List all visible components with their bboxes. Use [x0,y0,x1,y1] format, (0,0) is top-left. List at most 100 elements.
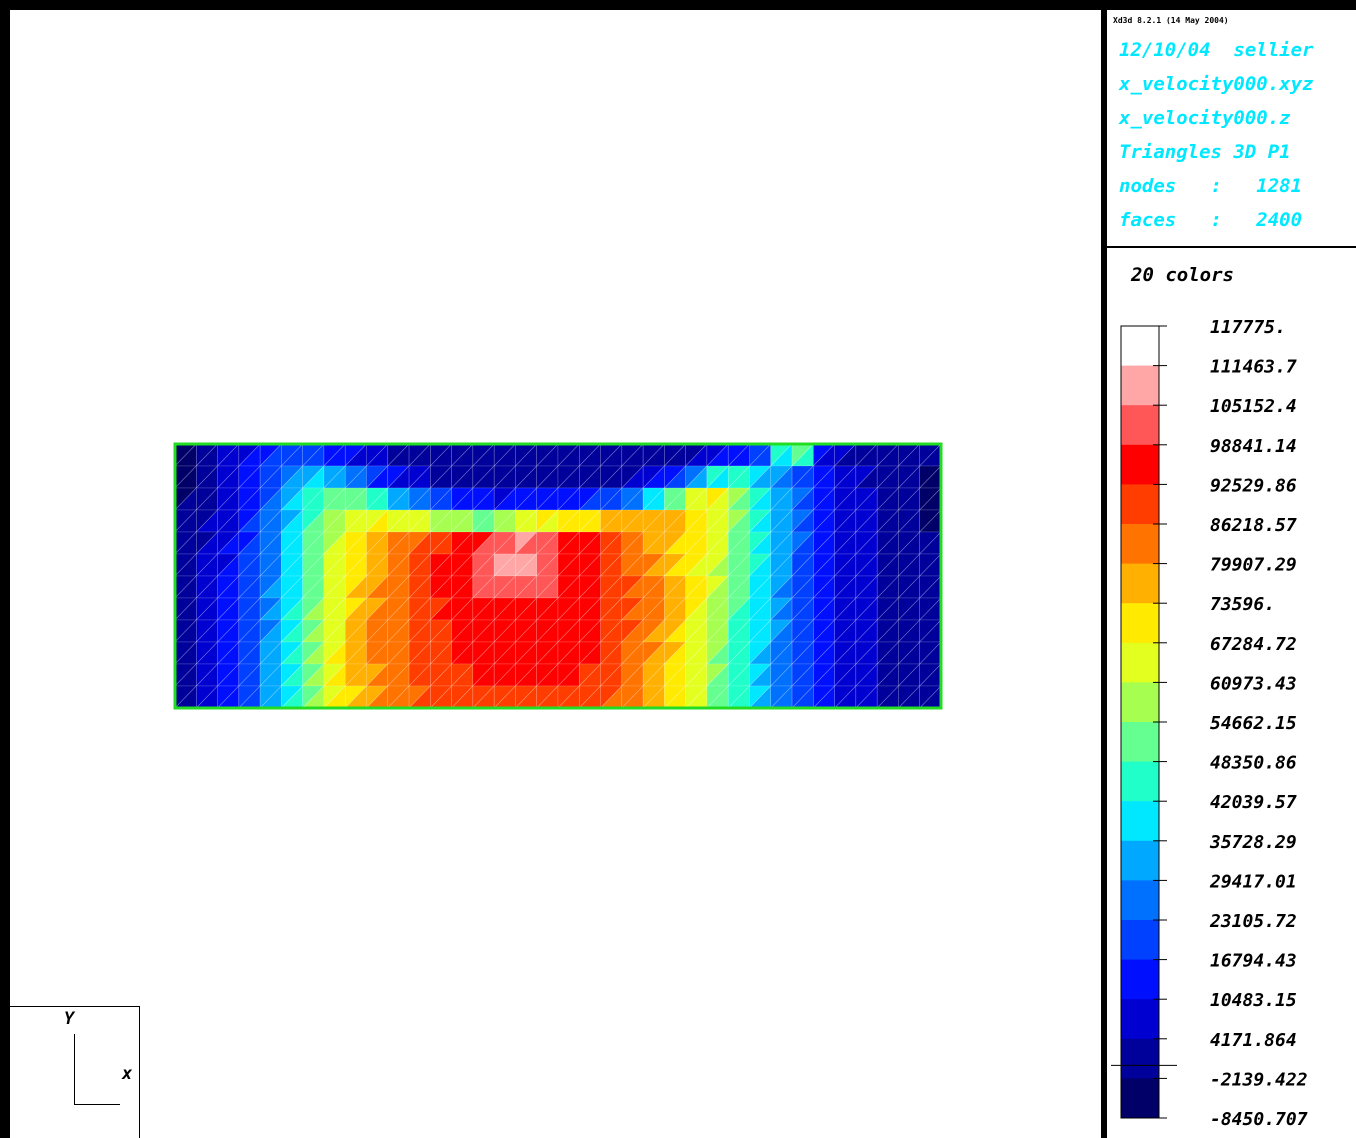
frame-left-border [0,0,10,1138]
legend-label: 29417.01 [1209,871,1297,892]
legend-label: 86218.57 [1210,515,1297,536]
mesh-cell [621,597,644,621]
mesh-cell [493,509,517,533]
info-date-user: 12/10/04 sellier [1119,39,1314,61]
mesh-cell [493,641,517,665]
legend-label: 105152.4 [1210,396,1297,417]
legend-swatch [1121,603,1159,644]
legend-swatch [1121,682,1159,723]
mesh-cell [195,487,219,511]
legend-swatch [1121,999,1159,1040]
mesh-cell [727,465,751,489]
legend-label: -2139.422 [1210,1069,1308,1090]
mesh-cell [195,597,219,621]
mesh-cell [302,509,325,533]
mesh-cell [578,575,602,599]
mesh-cell [919,597,942,621]
mesh-cell [685,465,708,489]
mesh-cell [919,663,942,687]
mesh-cell [578,465,602,489]
mesh-cell [876,553,900,577]
mesh-cell [770,575,793,599]
axis-indicator-box [10,1006,140,1138]
mesh-cell [876,685,900,709]
legend-swatch [1121,326,1159,367]
mesh-cell [727,619,751,643]
mesh-cell [813,619,836,643]
x-axis-line [74,1104,120,1105]
legend-swatch [1121,880,1159,921]
mesh-cell [919,509,942,533]
mesh-cell [685,487,708,511]
mesh-cell [302,553,325,577]
legend-label: 73596. [1210,594,1275,615]
mesh-cell [876,641,900,665]
mesh-cell [578,531,602,555]
mesh-cell [813,663,836,687]
legend-label: 35728.29 [1209,832,1297,853]
mesh-cell [727,487,751,511]
mesh-cell [813,575,836,599]
mesh-cell [919,685,942,709]
legend-swatch [1121,1078,1159,1119]
mesh-cell [876,619,900,643]
mesh-cell [302,641,325,665]
mesh-cell [813,597,836,621]
mesh-cell [536,509,559,533]
mesh-cell [493,685,517,709]
mesh-cell [685,685,708,709]
legend-swatch [1121,840,1159,881]
mesh-cell [876,531,900,555]
mesh-cell [302,531,325,555]
mesh-cell [919,531,942,555]
mesh-cell [493,663,517,687]
legend-swatch [1121,444,1159,485]
mesh-cell [685,619,708,643]
mesh-cell [536,641,559,665]
mesh-cell [685,553,708,577]
domain-outline [173,442,943,710]
mesh-cell [302,487,325,511]
mesh-cell [621,553,644,577]
mesh-cell [195,685,219,709]
mesh-cell [302,597,325,621]
mesh-cell [770,641,793,665]
mesh-cell [302,575,325,599]
mesh-cell [770,619,793,643]
mesh-cell [685,663,708,687]
mesh-cell [685,641,708,665]
mesh-cell [493,465,517,489]
mesh-cell [621,641,644,665]
mesh-cell [813,685,836,709]
legend-label: 48350.86 [1210,753,1297,774]
mesh-cell [578,553,602,577]
frame-top-border [0,0,1356,10]
x-axis-label: x [122,1064,133,1084]
mesh-cell [727,553,751,577]
legend-swatch [1121,484,1159,525]
mesh-cell [727,663,751,687]
mesh-cell [685,531,708,555]
mesh-cell [493,619,517,643]
mesh-cell [770,597,793,621]
panel-divider [1101,0,1107,1138]
info-element-type: Triangles 3D P1 [1119,141,1291,163]
plot-area[interactable] [10,10,1101,1138]
legend-label: 42039.57 [1210,792,1297,813]
legend-title: 20 colors [1131,264,1234,286]
mesh-cell [536,465,559,489]
legend-label: 54662.15 [1210,713,1297,734]
legend-label: 98841.14 [1210,436,1297,457]
mesh-cell [770,553,793,577]
mesh-cell [621,487,644,511]
legend-swatch [1121,801,1159,842]
version-label: Xd3d 8.2.1 (14 May 2004) [1113,16,1229,25]
legend-label: 117775. [1210,317,1286,338]
mesh-cell [876,575,900,599]
mesh-cell [727,575,751,599]
legend-swatch [1121,365,1159,406]
mesh-cell [813,553,836,577]
legend-swatch [1121,959,1159,1000]
mesh-cell [813,509,836,533]
mesh-cell [195,465,219,489]
